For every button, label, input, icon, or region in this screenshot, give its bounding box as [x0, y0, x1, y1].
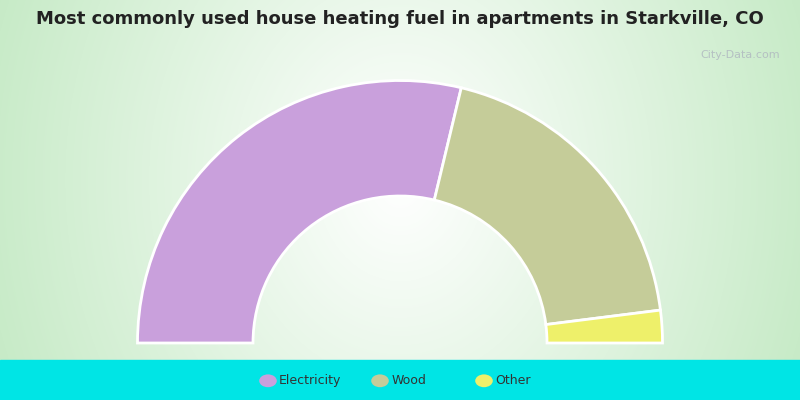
Text: Electricity: Electricity: [279, 374, 342, 387]
Wedge shape: [546, 310, 662, 343]
Text: Wood: Wood: [391, 374, 426, 387]
Text: Most commonly used house heating fuel in apartments in Starkville, CO: Most commonly used house heating fuel in…: [36, 10, 764, 28]
Wedge shape: [138, 80, 462, 343]
Text: Other: Other: [495, 374, 530, 387]
Wedge shape: [434, 88, 661, 324]
Ellipse shape: [371, 374, 389, 387]
Ellipse shape: [475, 374, 493, 387]
Bar: [0, 360, 800, 400]
Ellipse shape: [259, 374, 277, 387]
Text: City-Data.com: City-Data.com: [700, 50, 780, 60]
